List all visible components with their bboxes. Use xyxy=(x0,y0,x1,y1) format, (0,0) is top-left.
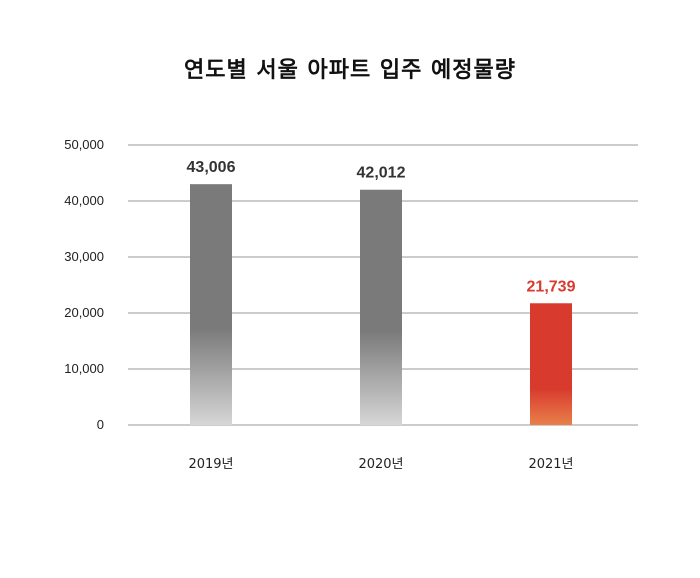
y-tick-label: 30,000 xyxy=(64,249,104,264)
y-tick-label: 20,000 xyxy=(64,305,104,320)
y-tick-label: 50,000 xyxy=(64,137,104,152)
category-label: 2020년 xyxy=(358,457,403,472)
category-label: 2019년 xyxy=(188,457,233,472)
bar-2021년 xyxy=(530,303,572,425)
bars xyxy=(190,184,572,425)
value-labels: 43,006 42,012 21,739 xyxy=(187,159,576,295)
y-tick-label: 10,000 xyxy=(64,361,104,376)
chart-title: 연도별 서울 아파트 입주 예정물량 xyxy=(184,58,516,83)
bar-2020년 xyxy=(360,189,402,425)
value-label: 42,012 xyxy=(357,165,406,182)
value-label: 21,739 xyxy=(527,278,576,295)
y-tick-label: 40,000 xyxy=(64,193,104,208)
category-label: 2021년 xyxy=(528,457,573,472)
category-labels: 2019년 2020년 2021년 xyxy=(188,457,573,472)
value-label: 43,006 xyxy=(187,159,236,176)
bar-2019년 xyxy=(190,184,232,425)
y-axis-ticks: 0 10,000 20,000 30,000 40,000 50,000 xyxy=(64,137,104,432)
y-tick-label: 0 xyxy=(97,417,104,432)
